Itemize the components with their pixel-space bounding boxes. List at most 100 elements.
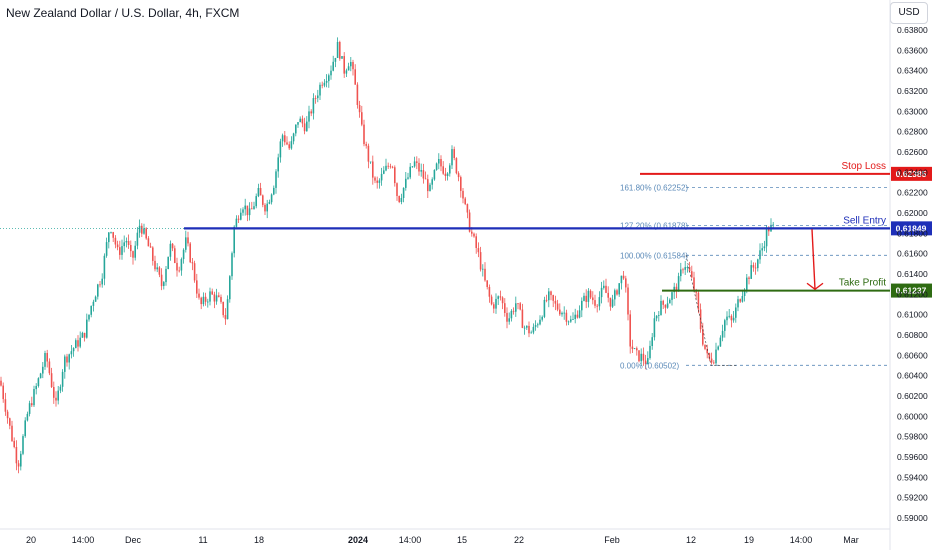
candle-body — [321, 84, 323, 86]
candle-body — [13, 440, 15, 447]
arrow-head — [806, 282, 824, 291]
candle-body — [473, 233, 475, 237]
candle-body — [281, 135, 284, 142]
candle-body — [607, 292, 609, 298]
candle-body — [31, 403, 33, 406]
candle-body — [255, 196, 257, 207]
candle-body — [501, 297, 504, 304]
price-tick: 0.61000 — [897, 310, 928, 320]
candle-body — [380, 173, 383, 181]
candle-body — [565, 312, 568, 322]
candle-body — [167, 256, 169, 269]
candle-body — [559, 309, 561, 315]
candle-body — [506, 312, 508, 322]
candle-body — [48, 361, 51, 374]
candle-body — [629, 314, 631, 347]
price-tick: 0.63200 — [897, 86, 928, 96]
candle-body — [156, 267, 158, 270]
price-tick: 0.63000 — [897, 106, 928, 116]
candle-body — [229, 276, 231, 300]
candle-body — [765, 229, 768, 247]
trade-levels: Stop Loss 0.62385 Sell Entry 0.61849 Take Pr… — [0, 161, 932, 298]
candle-body — [611, 299, 614, 307]
candle-body — [649, 345, 651, 359]
candle-body — [220, 296, 222, 302]
price-axis: 0.63800 0.63600 0.63400 0.63200 0.63000 0.628… — [897, 25, 928, 523]
candle-body — [409, 166, 411, 178]
candle-body — [132, 251, 134, 258]
candle-body — [515, 303, 517, 312]
candle-body — [530, 332, 532, 334]
candle-body — [341, 56, 343, 59]
candle-body — [427, 179, 429, 192]
candle-body — [187, 237, 189, 244]
candle-body — [101, 278, 103, 285]
candle-body — [682, 269, 684, 271]
candle-body — [638, 350, 640, 362]
candle-body — [332, 61, 334, 71]
candle-body — [189, 243, 191, 263]
candle-body — [383, 170, 385, 174]
candle-body — [455, 158, 458, 174]
candle-body — [385, 165, 387, 171]
candle-body — [675, 286, 678, 292]
candle-body — [598, 297, 601, 307]
candle-body — [288, 144, 290, 149]
candle-body — [497, 296, 499, 299]
candle-body — [270, 194, 273, 203]
candle-body — [697, 292, 700, 310]
candle-body — [570, 319, 572, 322]
time-tick: 11 — [198, 535, 207, 545]
candle-body — [262, 195, 264, 205]
candle-body — [295, 124, 297, 134]
candle-body — [391, 166, 394, 168]
candle-body — [596, 305, 598, 307]
candle-body — [290, 141, 293, 149]
candle-body — [413, 161, 416, 167]
candle-body — [684, 267, 686, 270]
candle-body — [451, 149, 453, 166]
candle-body — [182, 249, 185, 260]
candle-body — [422, 170, 425, 179]
candle-body — [75, 340, 77, 349]
candle-body — [24, 420, 26, 437]
candle-body — [517, 303, 519, 305]
candle-body — [587, 290, 590, 302]
candle-body — [662, 300, 664, 305]
candle-body — [369, 161, 372, 163]
candle-body — [66, 356, 68, 363]
candle-body — [754, 267, 757, 269]
candle-body — [94, 296, 97, 302]
time-tick: 14:00 — [399, 535, 422, 545]
candle-body — [583, 295, 585, 301]
candle-body — [354, 69, 356, 85]
candle-body — [174, 248, 176, 263]
level-name: Sell Entry — [843, 215, 886, 226]
candle-body — [310, 111, 312, 114]
candle-body — [543, 299, 546, 317]
candle-body — [548, 291, 550, 301]
candle-body — [286, 142, 288, 145]
candle-body — [440, 159, 442, 167]
candle-body — [11, 425, 13, 441]
candle-body — [618, 283, 620, 295]
candle-body — [22, 436, 24, 454]
candle-body — [328, 75, 330, 82]
candle-body — [655, 315, 658, 319]
candle-body — [130, 245, 132, 252]
candle-body — [387, 165, 389, 167]
time-tick: 14:00 — [790, 535, 813, 545]
candle-body — [103, 255, 106, 279]
price-tick: 0.61800 — [897, 228, 928, 238]
candle-body — [631, 346, 634, 349]
candle-body — [640, 353, 642, 362]
candle-body — [717, 346, 719, 350]
candle-body — [563, 312, 565, 314]
candle-body — [358, 105, 361, 113]
candle-body — [119, 247, 121, 255]
candle-body — [378, 180, 381, 183]
time-tick: Feb — [604, 535, 620, 545]
candle-body — [647, 358, 649, 364]
candle-body — [572, 319, 574, 320]
